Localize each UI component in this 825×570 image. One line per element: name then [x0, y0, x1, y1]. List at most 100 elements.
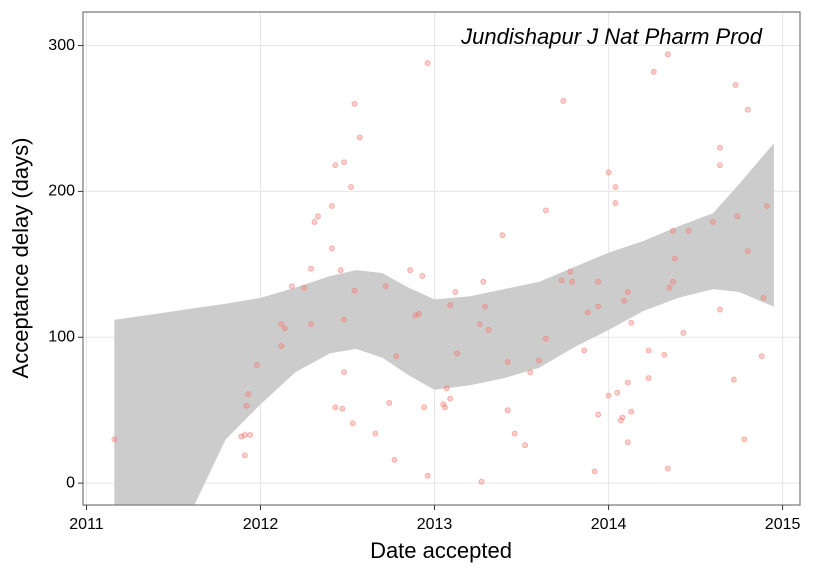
point [624, 379, 631, 386]
band-layer [114, 143, 774, 505]
x-tick-label: 2011 [69, 516, 104, 533]
point [407, 267, 414, 274]
point [328, 245, 335, 252]
point [447, 302, 454, 309]
point [670, 227, 676, 234]
point [605, 392, 612, 399]
point [595, 278, 602, 285]
point [328, 203, 335, 209]
point [717, 306, 723, 313]
y-tick-label: 300 [48, 37, 75, 54]
point [480, 278, 487, 285]
point [581, 347, 588, 354]
point [301, 284, 307, 291]
point [419, 273, 426, 279]
point [308, 321, 314, 328]
point [522, 442, 528, 449]
point [560, 98, 567, 104]
point [543, 335, 549, 342]
point [243, 402, 250, 409]
point [424, 60, 431, 66]
point [281, 325, 288, 332]
point [485, 327, 492, 333]
point [511, 430, 518, 437]
point [717, 144, 723, 151]
point [386, 399, 393, 406]
point [351, 100, 358, 107]
point [382, 283, 389, 290]
point [341, 316, 347, 323]
point [247, 432, 253, 438]
point [452, 289, 459, 295]
x-axis-title: Date accepted [370, 538, 512, 563]
point [624, 289, 631, 295]
point [764, 203, 770, 209]
y-axis-title: Acceptance delay (days) [8, 138, 33, 379]
point [341, 159, 347, 166]
point [351, 287, 358, 294]
point [440, 401, 447, 408]
point [717, 162, 723, 169]
point [671, 255, 678, 262]
point [504, 359, 511, 365]
point [612, 184, 619, 190]
point [732, 82, 739, 88]
point [442, 404, 448, 411]
point [476, 321, 483, 328]
point [584, 309, 591, 316]
point [670, 278, 676, 285]
point [111, 436, 118, 443]
confidence-band [114, 143, 774, 505]
point [278, 321, 285, 328]
point [499, 232, 506, 239]
point [332, 404, 339, 411]
point [241, 432, 248, 438]
point [288, 283, 295, 290]
point [567, 268, 574, 275]
point [628, 408, 635, 415]
point [760, 294, 767, 301]
point [591, 468, 598, 475]
point [569, 278, 575, 285]
point [339, 405, 346, 412]
annotation: Jundishapur J Nat Pharm Prod [460, 24, 763, 49]
point [685, 227, 692, 234]
point [645, 375, 652, 382]
point [730, 376, 737, 383]
point [664, 465, 671, 472]
point [744, 106, 751, 113]
point [527, 369, 534, 376]
point [680, 329, 687, 336]
point [621, 297, 628, 304]
point [666, 284, 673, 291]
point [421, 404, 427, 411]
point [614, 389, 621, 396]
point [661, 351, 668, 358]
point [482, 303, 488, 310]
point [595, 303, 602, 310]
point [543, 207, 549, 214]
point [447, 395, 454, 402]
point [605, 169, 612, 176]
point [710, 219, 716, 225]
point [337, 267, 344, 274]
point [348, 184, 354, 190]
point [372, 430, 379, 437]
point [595, 411, 602, 418]
point [758, 353, 765, 360]
point [424, 472, 431, 479]
point [558, 277, 565, 284]
point [245, 391, 252, 398]
point [443, 385, 450, 392]
point [744, 248, 751, 255]
point [349, 420, 356, 427]
point [415, 311, 422, 317]
x-tick-label: 2012 [243, 516, 279, 533]
point [536, 357, 542, 364]
x-tick-label: 2014 [591, 516, 627, 533]
point [650, 68, 657, 75]
axes: 0 100 200 300 2011 2012 2013 2014 2015 [48, 37, 800, 533]
point [391, 456, 398, 463]
x-tick-label: 2015 [765, 516, 801, 533]
